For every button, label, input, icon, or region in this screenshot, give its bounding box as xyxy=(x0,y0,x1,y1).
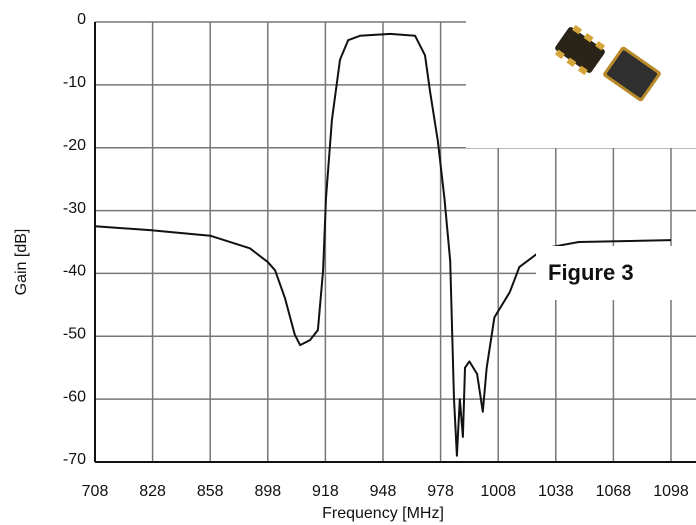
y-tick-label: 0 xyxy=(77,11,86,28)
line-series xyxy=(94,32,672,457)
x-tick-label: 948 xyxy=(370,483,397,500)
annotation: Figure 3 xyxy=(548,260,634,285)
y-tick-label: -10 xyxy=(63,74,86,91)
y-tick-label: -30 xyxy=(63,200,86,217)
x-tick-label: 1008 xyxy=(480,483,516,500)
x-tick-label: 918 xyxy=(312,483,339,500)
x-tick-label: 1038 xyxy=(538,483,574,500)
y-tick-label: -20 xyxy=(63,137,86,154)
y-tick-label: -40 xyxy=(63,263,86,280)
x-tick-label: 978 xyxy=(427,483,454,500)
y-tick-label: -60 xyxy=(63,388,86,405)
x-tick-label: 1098 xyxy=(653,483,689,500)
x-tick-label: 898 xyxy=(254,483,281,500)
photo-backdrop xyxy=(466,0,696,148)
y-axis-title: Gain [dB] xyxy=(13,229,30,296)
annotation-box xyxy=(536,246,696,300)
x-tick-label: 708 xyxy=(82,483,109,500)
x-axis-title: Frequency [MHz] xyxy=(322,505,444,522)
x-tick-label: 1068 xyxy=(596,483,632,500)
y-tick-label: -50 xyxy=(63,326,86,343)
x-tick-label: 858 xyxy=(197,483,224,500)
x-tick-label: 828 xyxy=(139,483,166,500)
y-tick-label: -70 xyxy=(63,451,86,468)
chip-photo xyxy=(554,24,661,102)
plot-area xyxy=(94,21,696,463)
